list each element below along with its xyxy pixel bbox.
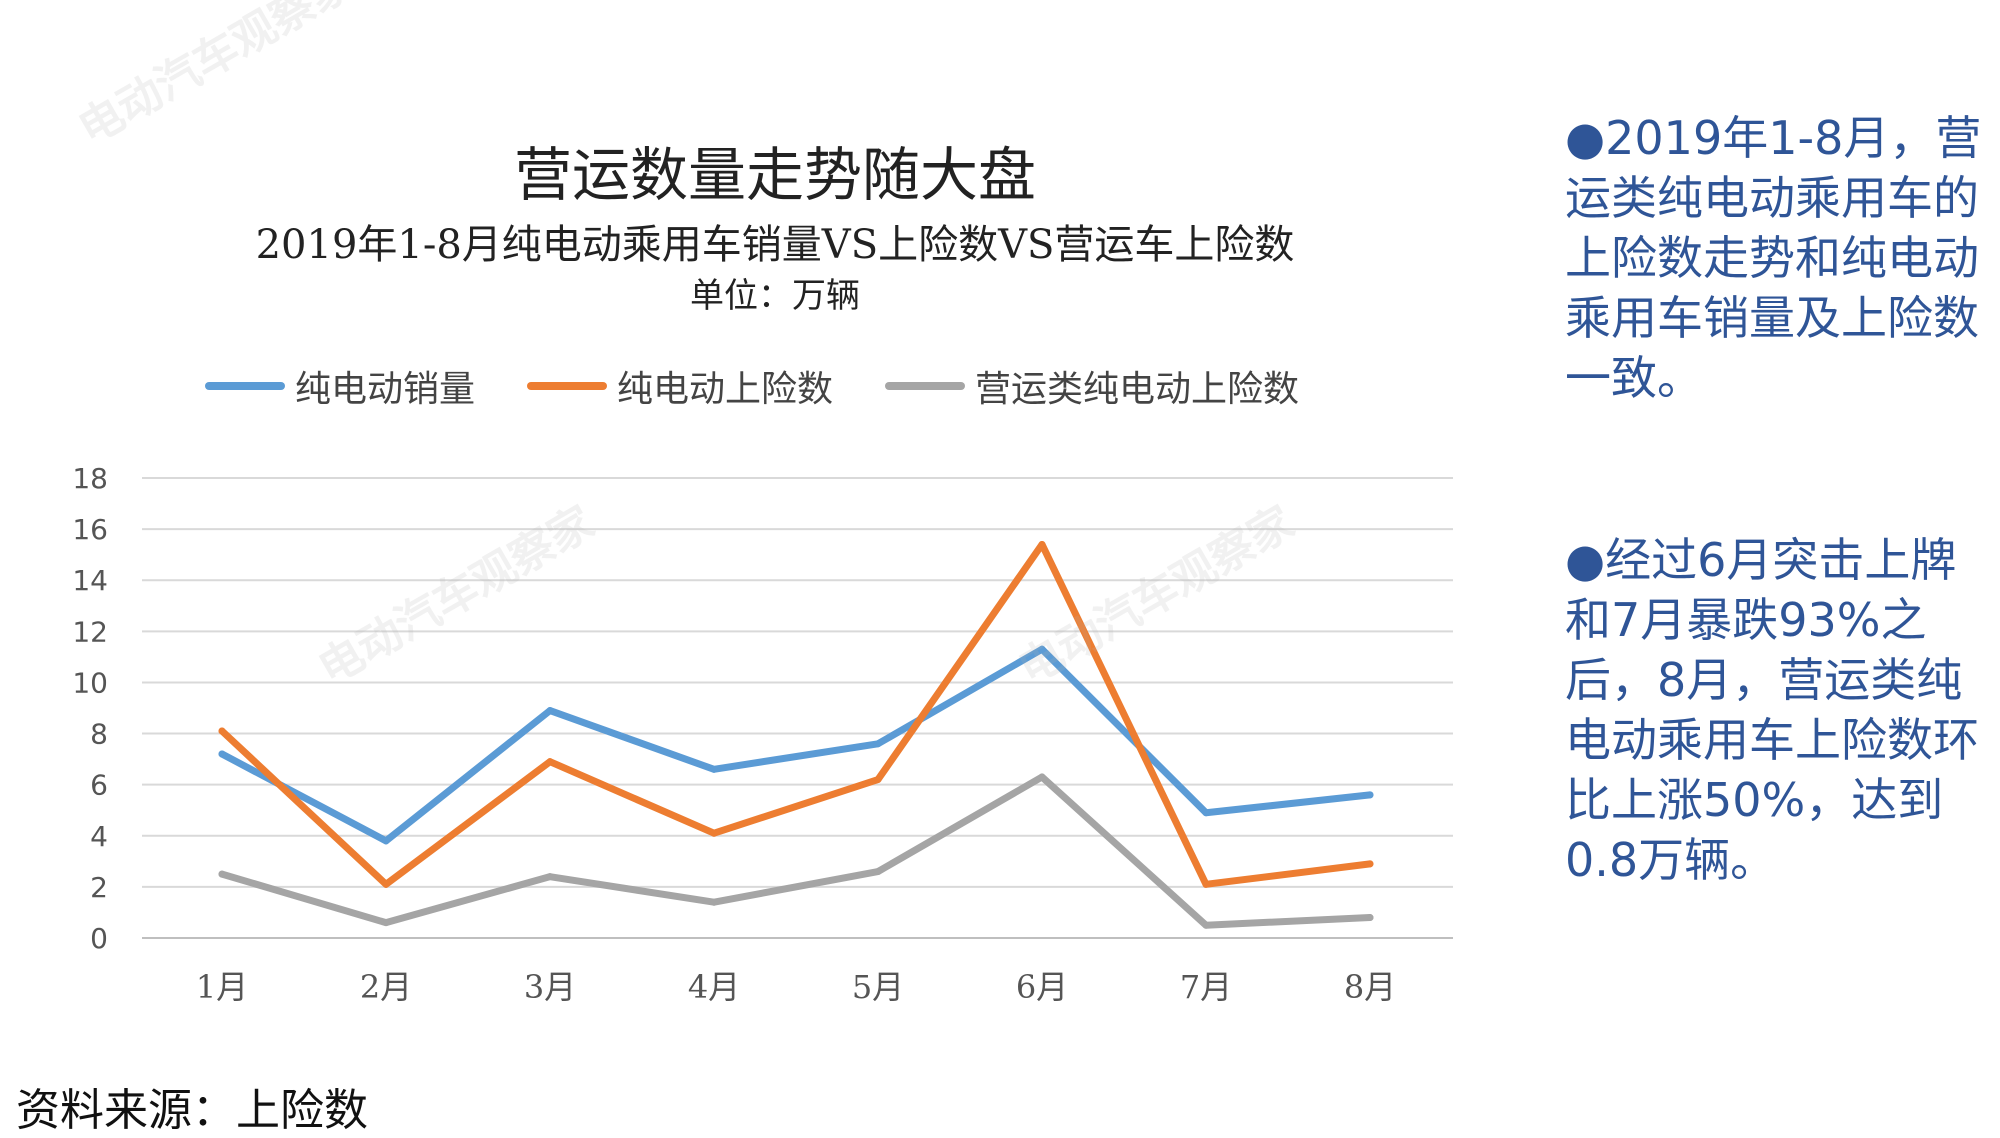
data-point: [874, 740, 882, 748]
series-line-1: [218, 540, 1374, 888]
data-point: [710, 765, 718, 773]
legend-swatch: [527, 382, 608, 390]
chart-unit: 单位：万辆: [690, 276, 860, 316]
y-tick-label: 8: [90, 718, 108, 751]
side-paragraph-2: ●经过6月突击上牌和7月暴跌93%之后，8月，营运类纯电动乘用车上险数环比上涨5…: [1565, 533, 1979, 887]
data-point: [382, 919, 390, 927]
chart-subtitle: 2019年1-8月纯电动乘用车销量VS上险数VS营运车上险数: [255, 222, 1295, 268]
data-point: [710, 898, 718, 906]
series-line-0: [218, 645, 1374, 845]
x-tick-label: 6月: [1016, 968, 1068, 1006]
data-point: [1202, 809, 1210, 817]
legend-swatch: [205, 382, 285, 390]
y-tick-label: 16: [72, 513, 108, 546]
y-axis-ticks: 0 2 4 6 8 10 12 14 16 18: [72, 462, 108, 955]
x-tick-label: 3月: [524, 968, 576, 1006]
legend-label: 营运类纯电动上险数: [975, 369, 1300, 410]
data-point: [218, 870, 226, 878]
legend-label: 纯电动上险数: [617, 369, 834, 410]
y-tick-label: 0: [90, 922, 108, 955]
data-point: [1038, 645, 1046, 653]
data-point: [874, 776, 882, 784]
legend-item-sales: 纯电动销量: [205, 360, 475, 412]
x-tick-label: 5月: [852, 968, 904, 1006]
x-axis-ticks: 1月 2月 3月 4月 5月 6月 7月 8月: [196, 968, 1396, 1006]
data-point: [218, 750, 226, 758]
y-tick-label: 4: [90, 820, 108, 853]
data-point: [1366, 860, 1374, 868]
data-point: [1366, 914, 1374, 922]
chart-title: 营运数量走势随大盘: [513, 141, 1036, 209]
grid-lines: [142, 477, 1453, 939]
data-point: [874, 868, 882, 876]
legend-item-insured: 纯电动上险数: [527, 360, 833, 412]
data-point: [1366, 791, 1374, 799]
source-note: 资料来源：上险数: [16, 1085, 368, 1136]
data-point: [382, 880, 390, 888]
data-point: [1038, 773, 1046, 781]
y-tick-label: 14: [72, 564, 108, 597]
y-tick-label: 2: [90, 871, 108, 904]
data-point: [710, 829, 718, 837]
x-tick-label: 1月: [196, 968, 248, 1006]
series-line-2: [218, 773, 1374, 929]
x-tick-label: 4月: [688, 968, 740, 1006]
x-tick-label: 7月: [1180, 968, 1232, 1006]
y-tick-label: 6: [90, 769, 108, 802]
y-tick-label: 12: [72, 615, 108, 648]
data-point: [546, 707, 554, 715]
x-tick-label: 2月: [360, 968, 412, 1006]
data-point: [1038, 540, 1046, 548]
legend: 纯电动销量 纯电动上险数 营运类纯电动上险数: [205, 360, 1385, 412]
data-point: [1202, 880, 1210, 888]
y-tick-label: 18: [72, 462, 108, 495]
legend-item-commercial: 营运类纯电动上险数: [885, 360, 1299, 412]
data-point: [546, 758, 554, 766]
data-point: [382, 837, 390, 845]
y-tick-label: 10: [72, 666, 108, 699]
series-lines: [218, 540, 1374, 929]
legend-swatch: [885, 382, 966, 390]
data-point: [218, 727, 226, 735]
legend-label: 纯电动销量: [295, 369, 476, 410]
x-tick-label: 8月: [1344, 968, 1396, 1006]
side-paragraph-1: ●2019年1-8月，营运类纯电动乘用车的上险数走势和纯电动乘用车销量及上险数一…: [1565, 111, 1982, 405]
data-point: [1202, 921, 1210, 929]
data-point: [546, 873, 554, 881]
